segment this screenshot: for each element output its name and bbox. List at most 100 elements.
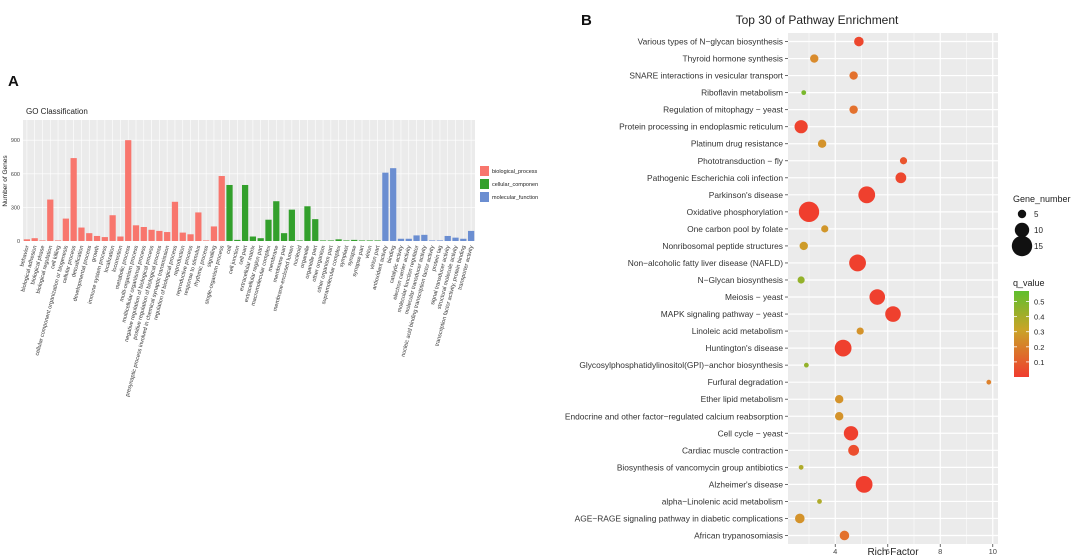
size-legend-dot — [1017, 209, 1027, 219]
panel-a-bars — [23, 140, 475, 241]
panel-a-bar — [288, 209, 295, 241]
panel-a-bar — [436, 240, 444, 241]
panel-b-point — [839, 530, 850, 541]
color-legend-label: 0.5 — [1034, 298, 1044, 307]
panel-b-pathway-label: Huntington's disease — [706, 343, 784, 353]
panel-b-point — [821, 225, 829, 233]
panel-a-bar — [358, 240, 366, 241]
color-legend-label: 0.3 — [1034, 328, 1044, 337]
panel-b-pathway-label: Alzheimer's disease — [709, 479, 784, 489]
panel-b-point — [817, 139, 827, 148]
color-legend-ticks: 0.5 0.4 0.3 0.2 0.1 — [1014, 298, 1044, 367]
panel-b-pathway-label: Regulation of mitophagy − yeast — [663, 105, 784, 115]
panel-b-pathway-label: Furfural degradation — [708, 377, 784, 387]
panel-a-bar — [54, 240, 62, 241]
panel-b-pathway-label: Meiosis − yeast — [725, 292, 784, 302]
panel-a-bar — [226, 184, 233, 241]
panel-b-pathway-label: Non−alcoholic fatty liver disease (NAFLD… — [628, 258, 783, 268]
size-legend: 5 10 15 — [1011, 209, 1043, 257]
panel-a-bar — [109, 215, 116, 241]
panel-a-bar — [319, 240, 327, 241]
panel-a-bar — [31, 238, 38, 241]
panel-b-pathway-label: Riboflavin metabolism — [701, 88, 783, 98]
panel-b-point — [849, 254, 866, 272]
panel-b-title: Top 30 of Pathway Enrichment — [736, 13, 899, 27]
panel-a-bar — [249, 236, 257, 241]
panel-a-y-tick-label: 300 — [11, 205, 20, 211]
panel-b-pathway-label: Pathogenic Escherichia coli infection — [647, 173, 783, 183]
panel-a-bar — [140, 226, 147, 241]
panel-b-plot-background — [788, 33, 998, 544]
panel-b-point — [803, 362, 809, 368]
panel-a-category-label: growth — [91, 245, 101, 263]
panel-a-bar — [86, 233, 93, 241]
panel-b-pathway-label: SNARE interactions in vesicular transpor… — [629, 71, 783, 81]
panel-b-pathway-label: AGE−RAGE signaling pathway in diabetic c… — [575, 513, 783, 523]
panel-a-legend: biological_process cellular_componenmolec… — [480, 166, 538, 202]
panel-b-letter: B — [581, 12, 592, 29]
panel-b-x-tick-label: 4 — [833, 547, 837, 556]
panel-b-pathway-label: Linoleic acid metabolism — [692, 326, 783, 336]
panel-b-point — [799, 241, 808, 251]
panel-b-point — [810, 54, 819, 63]
panel-a-bar — [335, 239, 342, 241]
panel-b-pathway-label: One carbon pool by folate — [687, 224, 783, 234]
panel-a-letter: A — [8, 73, 19, 90]
color-legend-title: q_value — [1013, 278, 1045, 288]
panel-b-pathway-label: Thyroid hormone synthesis — [682, 54, 783, 64]
panel-a-category-label: behavior — [19, 245, 30, 267]
panel-a-bar — [171, 201, 179, 241]
panel-a-bar — [273, 201, 280, 241]
panel-a-bar — [125, 140, 132, 241]
panel-a-y-tick-label: 900 — [11, 138, 20, 144]
panel-b-point — [797, 276, 805, 284]
panel-a-bar — [374, 240, 381, 241]
panel-a-bar — [460, 238, 467, 241]
panel-a-bar — [179, 232, 186, 241]
panel-a-bar — [47, 199, 54, 241]
panel-b-pathway-label: Ether lipid metabolism — [701, 394, 783, 404]
panel-a-bar — [397, 238, 405, 241]
panel-a-category-label: cell — [225, 245, 233, 255]
panel-b-gridlines — [788, 33, 998, 544]
panel-b-x-tick-label: 8 — [938, 547, 942, 556]
size-legend-dot — [1014, 222, 1030, 238]
panel-a-bar — [413, 235, 420, 241]
panel-b-pathway-label: Cardiac muscle contraction — [682, 445, 783, 455]
panel-b-point — [849, 105, 858, 114]
panel-a-bar — [210, 226, 218, 241]
panel-a-title: GO Classification — [26, 107, 88, 116]
panel-a-bar — [241, 184, 249, 241]
panel-b-point — [885, 306, 901, 322]
panel-a-bar — [296, 240, 303, 241]
panel-a-bar — [132, 225, 140, 241]
panel-b-pathway-label: Protein processing in endoplasmic reticu… — [619, 122, 783, 132]
color-legend-label: 0.2 — [1034, 343, 1044, 352]
panel-b-pathway-label: Oxidative phosphorylation — [687, 207, 784, 217]
panel-a-bar — [312, 219, 319, 241]
panel-a-bar — [280, 233, 288, 241]
panel-a-bar — [467, 230, 475, 241]
panel-a-category-label: synapse — [347, 245, 358, 267]
panel-a-category-label: binding — [387, 245, 397, 264]
panel-b-point — [895, 172, 907, 184]
color-legend-label: 0.1 — [1034, 358, 1044, 367]
panel-a-legend-swatch — [480, 166, 489, 176]
panel-b-pathway-label: Various types of N−glycan biosynthesis — [638, 37, 783, 47]
panel-a-legend-swatch — [480, 179, 489, 189]
color-legend-bar — [1014, 291, 1029, 377]
panel-b-pathway-label: alpha−Linolenic acid metabolism — [662, 496, 783, 506]
panel-a-category-label: organelle — [300, 245, 312, 269]
panel-b-point — [899, 157, 908, 165]
size-legend-label: 5 — [1034, 210, 1039, 219]
panel-a-bar — [164, 232, 171, 241]
panel-a-legend-label: biological_process — [492, 169, 537, 175]
panel-b-point — [798, 464, 804, 470]
panel-a-plot-background — [23, 120, 475, 241]
panel-a-bar — [101, 237, 108, 241]
size-legend-dot — [1011, 235, 1033, 257]
panel-b-point — [794, 120, 808, 134]
